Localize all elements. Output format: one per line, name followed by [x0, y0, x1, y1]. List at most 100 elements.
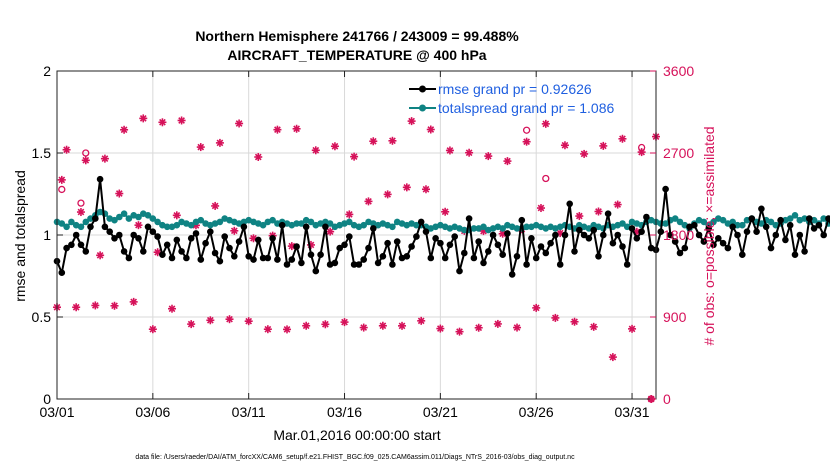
y-left-tick-label: 1 [43, 227, 51, 243]
ticks-layer: 03/01 03/06 03/11 03/16 03/21 03/26 03/31 0 0.5 1… [32, 63, 695, 420]
rmse-point [144, 223, 152, 231]
totalspread-point [758, 220, 765, 227]
obs-assimilated-marker [148, 325, 157, 334]
obs-assimilated-marker [522, 137, 531, 146]
totalspread-point [149, 215, 157, 222]
totalspread-point [87, 215, 94, 222]
totalspread-point [82, 218, 90, 226]
rmse-point [68, 241, 75, 249]
rmse-point [183, 254, 190, 262]
rmse-point [101, 223, 109, 231]
obs-assimilated-marker [426, 125, 435, 134]
x-tick-label: 03/26 [519, 404, 554, 420]
legend: rmse grand pr = 0.92626 totalspread gran… [409, 81, 615, 116]
rmse-point [465, 215, 473, 222]
obs-assimilated-marker [350, 152, 359, 161]
rmse-point [523, 261, 530, 268]
totalspread-point [120, 210, 128, 217]
totalspread-point [513, 225, 521, 232]
obs-assimilated-marker [589, 322, 598, 331]
totalspread-point [480, 223, 487, 231]
rmse-point [192, 230, 200, 237]
rmse-point [451, 233, 459, 240]
rmse-point [331, 259, 339, 267]
rmse-point [667, 231, 674, 239]
obs-assimilated-marker [206, 316, 215, 325]
obs-assimilated-marker [62, 145, 71, 154]
totalspread-point [163, 223, 171, 231]
x-tick-label: 03/21 [423, 404, 458, 420]
rmse-point [250, 256, 257, 263]
obs-assimilated-marker [575, 212, 584, 221]
rmse-point [178, 248, 185, 255]
totalspread-point [187, 221, 195, 229]
obs-assimilated-marker [330, 142, 339, 151]
rmse-point [293, 243, 300, 250]
rmse-point [604, 210, 612, 217]
rmse-point [513, 252, 521, 260]
obs-assimilated-marker [402, 183, 411, 192]
rmse-point [638, 228, 645, 235]
x-tick-label: 03/16 [327, 404, 362, 420]
obs-assimilated-marker [76, 208, 85, 217]
obs-assimilated-marker [417, 316, 426, 325]
rmse-point [676, 249, 684, 257]
legend-spread-marker [419, 104, 426, 112]
rmse-point [489, 231, 497, 239]
totalspread-point [700, 218, 708, 226]
rmse-point [312, 267, 320, 275]
rmse-point [432, 235, 439, 242]
rmse-point [125, 254, 133, 262]
totalspread-point [671, 215, 679, 222]
obs-assimilated-marker [96, 251, 105, 260]
obs-assimilated-marker [292, 124, 301, 133]
x-tick-label: 03/11 [232, 404, 266, 420]
totalspread-point [523, 223, 530, 231]
y-right-tick-label: 2700 [663, 145, 694, 161]
obs-assimilated-marker [91, 301, 100, 310]
rmse-point [600, 231, 607, 239]
obs-assimilated-marker [168, 304, 177, 313]
rmse-point [619, 243, 626, 250]
rmse-point [499, 251, 507, 258]
x-tick-label: 03/31 [615, 404, 650, 420]
rmse-point [149, 228, 157, 235]
rmse-point [58, 269, 66, 277]
obs-assimilated-marker [187, 320, 196, 329]
obs-assimilated-marker [263, 325, 272, 334]
rmse-point [695, 231, 703, 239]
rmse-point [743, 228, 751, 235]
totalspread-point [293, 220, 300, 227]
rmse-point [278, 221, 286, 229]
obs-assimilated-marker [608, 353, 617, 362]
y-left-tick-label: 0 [43, 391, 51, 407]
rmse-point [508, 271, 516, 278]
rmse-point [739, 251, 746, 258]
obs-assimilated-marker [81, 156, 90, 165]
y-axis-label-right: # of obs: o=possible; ×=assimilated [701, 126, 717, 345]
totalspread-point [786, 215, 794, 222]
rmse-point [724, 244, 732, 252]
totalspread-point [144, 212, 152, 219]
rmse-point [408, 243, 415, 250]
rmse-point [609, 239, 617, 247]
rmse-point [254, 236, 262, 244]
obs-assimilated-marker [493, 319, 502, 328]
totalspread-point [461, 226, 468, 234]
obs-assimilated-marker [536, 204, 545, 213]
obs-assimilated-marker [474, 323, 483, 332]
rmse-point [283, 261, 291, 268]
rmse-point [274, 256, 281, 263]
rmse-point [758, 205, 765, 213]
rmse-point [595, 252, 602, 260]
totalspread-point [216, 218, 224, 226]
chart-title-line2: AIRCRAFT_TEMPERATURE @ 400 hPa [227, 47, 486, 63]
rmse-point [643, 213, 650, 221]
obs-assimilated-marker [345, 210, 354, 219]
obs-assimilated-marker [110, 301, 119, 310]
obs-assimilated-marker [215, 138, 224, 147]
obs-assimilated-marker [484, 152, 493, 161]
totalspread-point [125, 215, 133, 222]
obs-possible-marker [58, 185, 66, 194]
